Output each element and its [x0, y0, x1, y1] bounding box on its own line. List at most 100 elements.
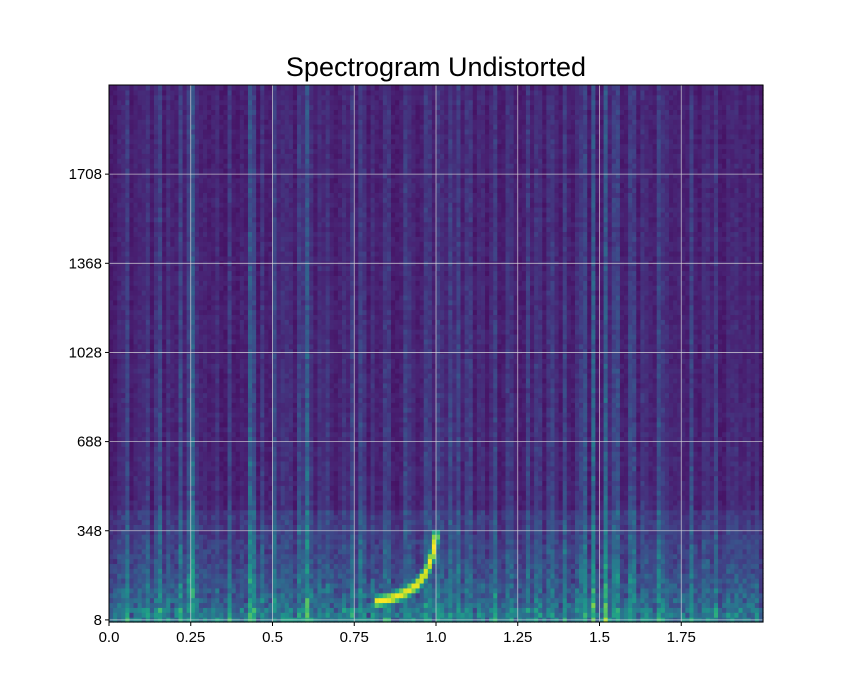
heatmap-cell	[117, 192, 122, 198]
heatmap-cell	[235, 309, 241, 316]
heatmap-cell	[133, 299, 139, 306]
heatmap-cell	[153, 338, 159, 345]
heatmap-cell	[174, 539, 180, 545]
heatmap-cell	[256, 246, 261, 252]
heatmap-cell	[219, 333, 225, 340]
heatmap-cell	[227, 309, 233, 316]
heatmap-cell	[109, 85, 114, 91]
heatmap-cell	[211, 480, 216, 486]
heatmap-cell	[170, 553, 175, 560]
heatmap-cell	[186, 568, 192, 574]
heatmap-cell	[256, 353, 261, 359]
heatmap-cell	[264, 504, 270, 511]
heatmap-cell	[256, 504, 261, 511]
heatmap-cell	[264, 290, 270, 296]
heatmap-cell	[276, 182, 282, 189]
heatmap-cell	[231, 329, 237, 335]
heatmap-cell	[243, 338, 249, 345]
heatmap-cell	[129, 348, 135, 355]
heatmap-cell	[243, 163, 249, 169]
heatmap-cell	[125, 587, 131, 594]
heatmap-cell	[231, 465, 237, 472]
heatmap-cell	[223, 558, 229, 565]
heatmap-cell	[186, 514, 192, 521]
heatmap-cell	[243, 387, 249, 394]
heatmap-cell	[264, 270, 270, 276]
heatmap-cell	[174, 329, 180, 335]
heatmap-cell	[137, 416, 143, 423]
heatmap-cell	[125, 324, 131, 330]
heatmap-cell	[158, 172, 163, 179]
heatmap-cell	[113, 192, 118, 198]
heatmap-cell	[207, 304, 212, 311]
heatmap-cell	[256, 441, 261, 447]
heatmap-cell	[284, 114, 290, 120]
heatmap-cell	[219, 612, 225, 618]
heatmap-cell	[178, 153, 184, 159]
heatmap-cell	[223, 539, 229, 545]
heatmap-cell	[109, 138, 114, 145]
heatmap-cell	[194, 475, 200, 482]
heatmap-cell	[264, 89, 270, 96]
heatmap-cell	[247, 221, 253, 228]
heatmap-cell	[247, 465, 253, 472]
heatmap-cell	[272, 597, 278, 604]
heatmap-cell	[166, 543, 171, 550]
heatmap-cell	[166, 329, 171, 335]
heatmap-cell	[109, 99, 114, 106]
heatmap-cell	[223, 412, 229, 418]
heatmap-cell	[129, 514, 135, 521]
heatmap-cell	[121, 202, 126, 208]
heatmap-cell	[260, 475, 265, 482]
heatmap-cell	[247, 343, 253, 350]
heatmap-cell	[121, 499, 126, 506]
heatmap-cell	[276, 558, 282, 565]
heatmap-cell	[252, 128, 257, 135]
heatmap-cell	[145, 187, 151, 193]
heatmap-cell	[239, 294, 245, 301]
heatmap-cell	[203, 265, 208, 272]
heatmap-cell	[190, 226, 196, 233]
heatmap-cell	[231, 490, 237, 496]
heatmap-cell	[219, 309, 225, 316]
heatmap-cell	[272, 85, 278, 91]
heatmap-cell	[113, 602, 118, 608]
heatmap-cell	[109, 485, 114, 491]
heatmap-cell	[252, 133, 257, 140]
heatmap-cell	[247, 377, 253, 384]
heatmap-cell	[215, 548, 220, 555]
heatmap-cell	[117, 148, 122, 154]
heatmap-cell	[260, 612, 265, 618]
heatmap-cell	[190, 392, 196, 399]
heatmap-cell	[109, 158, 114, 164]
heatmap-cell	[288, 158, 294, 164]
heatmap-cell	[219, 158, 225, 164]
heatmap-cell	[227, 412, 233, 418]
heatmap-cell	[113, 373, 118, 379]
heatmap-cell	[219, 543, 225, 550]
heatmap-cell	[280, 412, 286, 418]
heatmap-cell	[268, 167, 274, 174]
heatmap-cell	[239, 568, 245, 574]
heatmap-cell	[215, 475, 220, 482]
heatmap-cell	[170, 153, 175, 159]
heatmap-cell	[215, 333, 220, 340]
heatmap-cell	[158, 509, 163, 516]
heatmap-cell	[247, 163, 253, 169]
heatmap-cell	[137, 114, 143, 120]
heatmap-cell	[109, 499, 114, 506]
heatmap-cell	[264, 407, 270, 413]
heatmap-cell	[194, 143, 200, 150]
heatmap-cell	[211, 85, 216, 91]
heatmap-cell	[219, 104, 225, 111]
heatmap-cell	[252, 148, 257, 154]
heatmap-cell	[125, 368, 131, 374]
heatmap-cell	[207, 133, 212, 140]
heatmap-cell	[186, 602, 192, 608]
heatmap-cell	[243, 99, 249, 106]
heatmap-cell	[288, 490, 294, 496]
heatmap-cell	[243, 304, 249, 311]
heatmap-cell	[117, 587, 122, 594]
heatmap-cell	[211, 309, 216, 316]
heatmap-cell	[198, 607, 204, 613]
